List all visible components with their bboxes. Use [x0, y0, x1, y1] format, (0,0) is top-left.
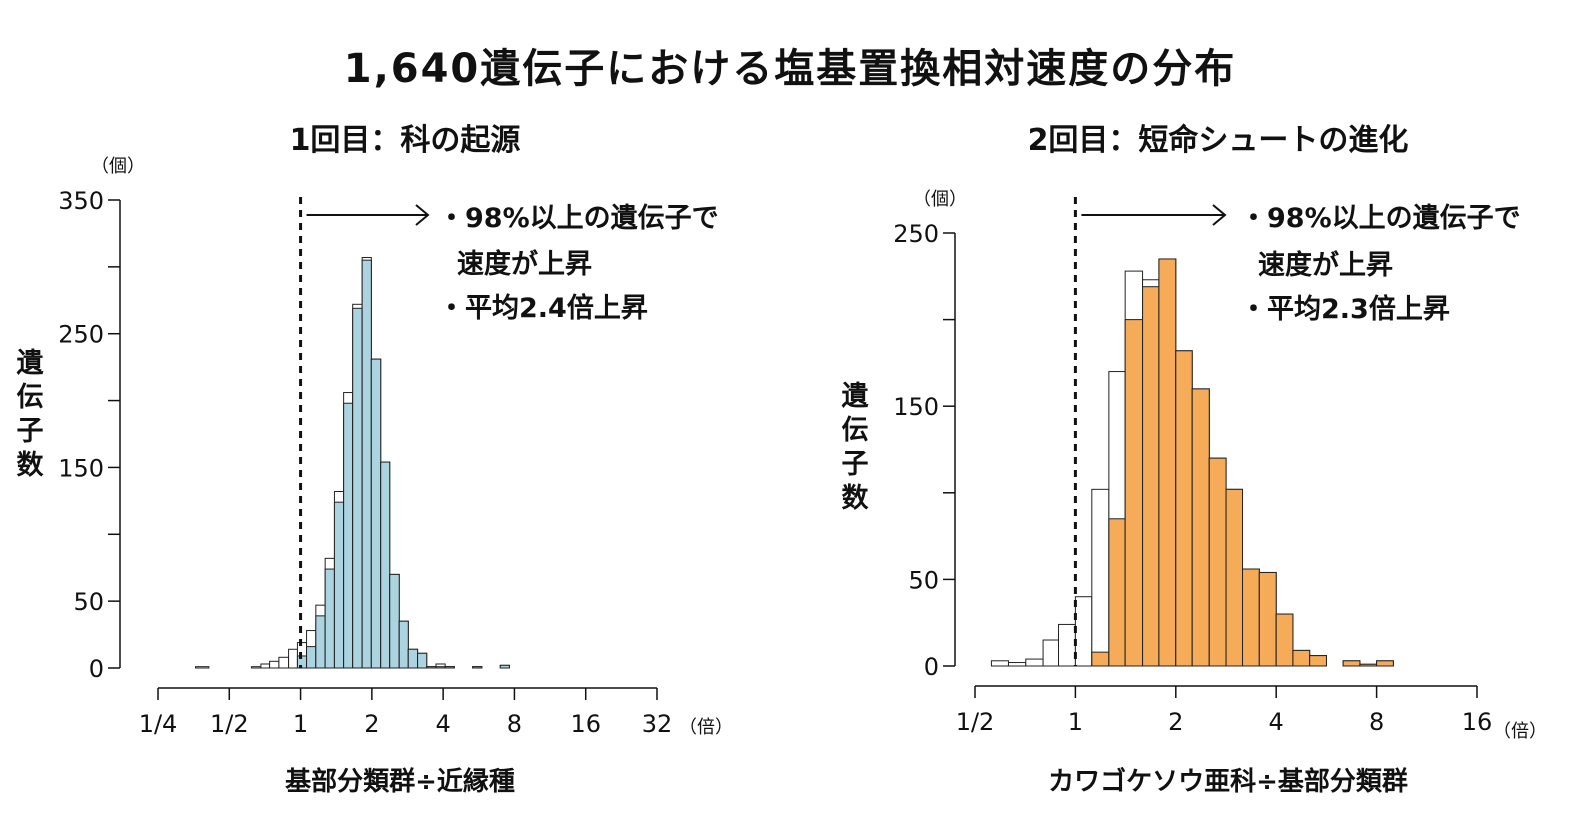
- panel-1-y-axis-title-glyph: 遺: [17, 348, 45, 379]
- panel-1-x-axis-title: 基部分類群÷近縁種: [285, 766, 515, 797]
- panel-2-x-tick-label: 2: [1168, 708, 1183, 736]
- panel-1-x-tick-label: 2: [364, 710, 379, 738]
- panel-1-bar-increased-14: [370, 358, 382, 669]
- panel-1-bar-increased-20: [426, 666, 437, 669]
- panel-2-x-tick-label: 1: [1068, 708, 1083, 736]
- panel-2-bar-total-0: [990, 660, 1009, 667]
- panel-1-annotation-line-2: 速度が上昇: [457, 248, 592, 280]
- panel-1-bar-increased-17: [398, 620, 409, 669]
- panel-2-bar-increased-6: [1091, 651, 1110, 667]
- panel-2-bar-total-5: [1074, 596, 1093, 667]
- panel-1-y-tick-label: 150: [58, 454, 104, 482]
- panel-1-bar-total-1: [250, 666, 262, 669]
- panel-1-y-axis-title-glyph: 数: [17, 450, 45, 481]
- panel-1-bar-total-5: [288, 648, 298, 669]
- panel-1-annotation-line-1: ・98%以上の遺伝子で: [438, 203, 719, 234]
- panel-2-y-axis-title-glyph: 数: [842, 483, 870, 514]
- panel-2-x-tick-label: 1/2: [956, 708, 995, 736]
- panel-1-bar-increased-12: [352, 307, 363, 669]
- panel-2-bar-increased-11: [1175, 350, 1193, 667]
- panel-2-arrow-head: [1212, 204, 1227, 226]
- panel-2-y-tick-label: 150: [893, 393, 939, 421]
- panel-1-bar-total-0: [195, 666, 210, 669]
- panel-1-bar-total-3: [269, 660, 280, 669]
- panel-1-x-tick-label: 1/2: [210, 710, 249, 738]
- panel-1-bar-increased-16: [389, 573, 400, 669]
- panel-2-bar-increased-14: [1225, 488, 1244, 667]
- panel-2-bar-increased-15: [1242, 568, 1260, 667]
- panel-2-bar-increased-7: [1108, 518, 1126, 667]
- panel-1-bar-increased-7: [306, 646, 317, 669]
- panel-1-bar-increased-21: [435, 666, 446, 669]
- panel-2-annotation-line-2: 速度が上昇: [1258, 249, 1393, 281]
- panel-2-bar-total-3: [1042, 639, 1060, 667]
- panel-1-x-tick-label: 16: [570, 710, 601, 738]
- panel-2-annotation-line-3: ・平均2.3倍上昇: [1240, 293, 1450, 325]
- panel-2-bar-increased-12: [1191, 388, 1210, 667]
- panel-1-bar-increased-9: [324, 568, 335, 669]
- panel-1-bar-total-2: [260, 663, 271, 669]
- panel-1-bar-increased-10: [333, 501, 345, 669]
- panel-2-bar-increased-18: [1292, 649, 1311, 667]
- panel-2-bar-increased-22: [1376, 660, 1394, 667]
- panel-1-x-tick-label: 1/4: [139, 710, 178, 738]
- panel-2-bar-increased-19: [1309, 655, 1327, 667]
- panel-2-bar-increased-9: [1142, 286, 1160, 667]
- panel-1-y-tick-label: 250: [58, 321, 104, 349]
- panel-2-bar-increased-17: [1275, 613, 1294, 667]
- panel-1-bar-increased-22: [444, 666, 455, 669]
- panel-1-y-tick-label: 50: [73, 588, 104, 616]
- panel-2-bar-increased-20: [1342, 660, 1361, 667]
- panel-2-x-axis-title: カワゴケソウ亜科÷基部分類群: [1048, 766, 1408, 797]
- panel-1-bar-increased-15: [380, 461, 391, 669]
- panel-1-bar-increased-19: [417, 652, 428, 669]
- panel-2-bar-total-4: [1058, 623, 1076, 667]
- panel-1-bar-increased-8: [315, 615, 326, 669]
- panel-1-x-tick-label: 32: [642, 710, 673, 738]
- panel-2-x-unit: （倍）: [1493, 721, 1547, 742]
- panel-1-y-tick-label: 0: [89, 655, 104, 683]
- panel-1-bar-increased-24: [499, 664, 510, 669]
- panel-1-bar-increased-18: [407, 648, 419, 669]
- panel-2-x-tick-label: 16: [1462, 708, 1493, 736]
- panel-2-y-axis-title-glyph: 遺: [842, 381, 870, 412]
- panel-2-subtitle: 2回目：短命シュートの進化: [1028, 123, 1409, 158]
- panel-1-bar-total-4: [278, 656, 290, 669]
- histogram-panel-2: 2回目：短命シュートの進化 （個） （倍） カワゴケソウ亜科÷基部分類群 ・98…: [842, 123, 1548, 797]
- panel-1-x-tick-label: 8: [507, 710, 522, 738]
- panel-1-arrow-head: [415, 204, 430, 226]
- panel-1-x-tick-label: 1: [293, 710, 308, 738]
- panel-1-x-tick-label: 4: [436, 710, 451, 738]
- panel-2-x-tick-label: 8: [1369, 708, 1384, 736]
- panel-2-y-tick-label: 0: [924, 653, 939, 681]
- panel-2-bar-total-6: [1091, 488, 1110, 667]
- panel-2-y-axis-title-glyph: 子: [842, 449, 869, 480]
- panel-2-y-axis-title-glyph: 伝: [842, 415, 869, 446]
- panel-1-bar-increased-11: [343, 402, 354, 669]
- panel-2-bar-total-1: [1007, 662, 1027, 667]
- panel-2-x-tick-label: 4: [1269, 708, 1284, 736]
- panel-1-bar-increased-23: [472, 666, 483, 669]
- panel-1-subtitle: 1回目：科の起源: [290, 123, 521, 158]
- panel-1-x-unit: （倍）: [679, 717, 733, 738]
- panel-1-y-axis-title-glyph: 子: [17, 416, 44, 447]
- panel-1-y-axis-title-glyph: 伝: [17, 382, 44, 413]
- chart-main-title: 1,640遺伝子における塩基置換相対速度の分布: [343, 46, 1237, 92]
- panel-1-y-tick-label: 350: [58, 187, 104, 215]
- panel-1-y-unit: （個）: [91, 156, 145, 177]
- panel-1-annotation-line-3: ・平均2.4倍上昇: [438, 292, 648, 324]
- panel-2-bar-increased-21: [1359, 663, 1378, 667]
- panel-2-bar-increased-10: [1158, 258, 1177, 667]
- panel-2-bar-total-2: [1025, 658, 1044, 667]
- panel-1-bar-increased-13: [361, 259, 372, 669]
- panel-2-bar-increased-8: [1124, 319, 1144, 667]
- panel-2-annotation-line-1: ・98%以上の遺伝子で: [1240, 203, 1521, 234]
- panel-2-y-tick-label: 50: [908, 566, 939, 594]
- panel-2-bar-increased-16: [1258, 571, 1277, 667]
- panel-2-bar-increased-13: [1208, 457, 1227, 667]
- panel-2-y-tick-label: 250: [893, 220, 939, 248]
- histogram-panel-1: 1回目：科の起源 （個） （倍） 基部分類群÷近縁種 ・98%以上の遺伝子で 速…: [17, 123, 734, 797]
- panel-2-y-unit: （個）: [913, 189, 967, 210]
